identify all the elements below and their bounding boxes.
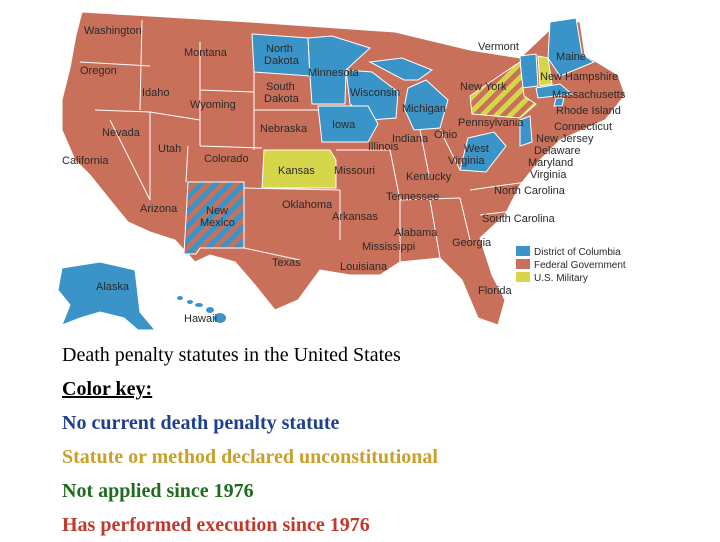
state-kansas [261,149,337,189]
label-massachusetts: Massachusetts [552,89,626,101]
label-arizona: Arizona [140,203,178,215]
label-illinois: Illinois [368,141,399,153]
label-indiana: Indiana [392,133,429,145]
label-nebraska: Nebraska [260,123,308,135]
label-louisiana: Louisiana [340,261,388,273]
label-idaho: Idaho [142,87,170,99]
legend-swatch-dc [516,246,530,256]
label-utah: Utah [158,143,181,155]
label-missouri: Missouri [334,165,375,177]
label-west-virginia-1: West [464,143,489,155]
label-pennsylvania: Pennsylvania [458,117,524,129]
label-tennessee: Tennessee [386,191,439,203]
label-new-york: New York [460,81,507,93]
label-oklahoma: Oklahoma [282,199,333,211]
label-alabama: Alabama [394,227,438,239]
label-south-dakota-2: Dakota [264,93,300,105]
state-new-mexico [183,181,245,255]
label-california: California [62,155,109,167]
key-performed: Has performed execution since 1976 [62,514,370,536]
label-mississippi: Mississippi [362,241,415,253]
label-alaska: Alaska [96,281,130,293]
label-nevada: Nevada [102,127,141,139]
legend-swatch-military [516,272,530,282]
label-kansas: Kansas [278,165,315,177]
legend-label-military: U.S. Military [534,273,588,284]
label-wyoming: Wyoming [190,99,236,111]
label-kentucky: Kentucky [406,171,452,183]
state-west-virginia [459,131,507,173]
state-rhode-island [553,97,565,107]
label-michigan: Michigan [402,103,446,115]
label-hawaii: Hawaii [184,313,217,325]
label-vermont: Vermont [478,41,519,53]
state-alaska [57,261,157,331]
label-minnesota: Minnesota [308,67,360,79]
label-iowa: Iowa [332,119,356,131]
state-hawaii [177,296,226,323]
label-oregon: Oregon [80,65,117,77]
label-delaware: Delaware [534,145,580,157]
label-north-carolina: North Carolina [494,185,566,197]
state-michigan [368,57,449,131]
label-north-dakota-2: Dakota [264,55,300,67]
key-no-penalty: No current death penalty statute [62,412,340,434]
state-labels: Washington Montana North Dakota Minnesot… [62,25,626,325]
label-virginia: Virginia [530,169,567,181]
caption-block: Death penalty statutes in the United Sta… [62,338,702,542]
label-colorado: Colorado [204,153,249,165]
state-massachusetts [535,83,574,99]
label-rhode-island: Rhode Island [556,105,621,117]
label-georgia: Georgia [452,237,492,249]
label-new-jersey: New Jersey [536,133,594,145]
label-maryland: Maryland [528,157,573,169]
label-arkansas: Arkansas [332,211,378,223]
map-legend: District of Columbia Federal Government … [516,246,626,284]
label-wisconsin: Wisconsin [350,87,400,99]
key-not-applied: Not applied since 1976 [62,480,254,502]
label-florida: Florida [478,285,513,297]
label-montana: Montana [184,47,228,59]
state-iowa [317,105,379,143]
label-new-mexico-1: New [206,205,228,217]
label-maine: Maine [556,51,586,63]
label-washington: Washington [84,25,142,37]
key-unconstitutional: Statute or method declared unconstitutio… [62,446,438,468]
label-west-virginia-2: Virginia [448,155,485,167]
caption-title: Death penalty statutes in the United Sta… [62,344,401,366]
state-borders [79,19,541,262]
label-new-mexico-2: Mexico [200,217,235,229]
label-new-hampshire: New Hampshire [540,71,618,83]
label-south-carolina: South Carolina [482,213,556,225]
us-death-penalty-map: Washington Montana North Dakota Minnesot… [57,11,626,331]
label-ohio: Ohio [434,129,457,141]
state-minnesota [307,35,371,105]
label-south-dakota-1: South [266,81,295,93]
color-key-heading: Color key: [62,378,153,400]
legend-label-dc: District of Columbia [534,247,621,258]
state-new-jersey [519,115,533,147]
label-texas: Texas [272,257,301,269]
label-north-dakota-1: North [266,43,293,55]
state-new-york [469,61,537,119]
legend-swatch-federal [516,259,530,269]
state-new-hampshire [537,55,553,87]
label-connecticut: Connecticut [554,121,612,133]
legend-label-federal: Federal Government [534,260,626,271]
